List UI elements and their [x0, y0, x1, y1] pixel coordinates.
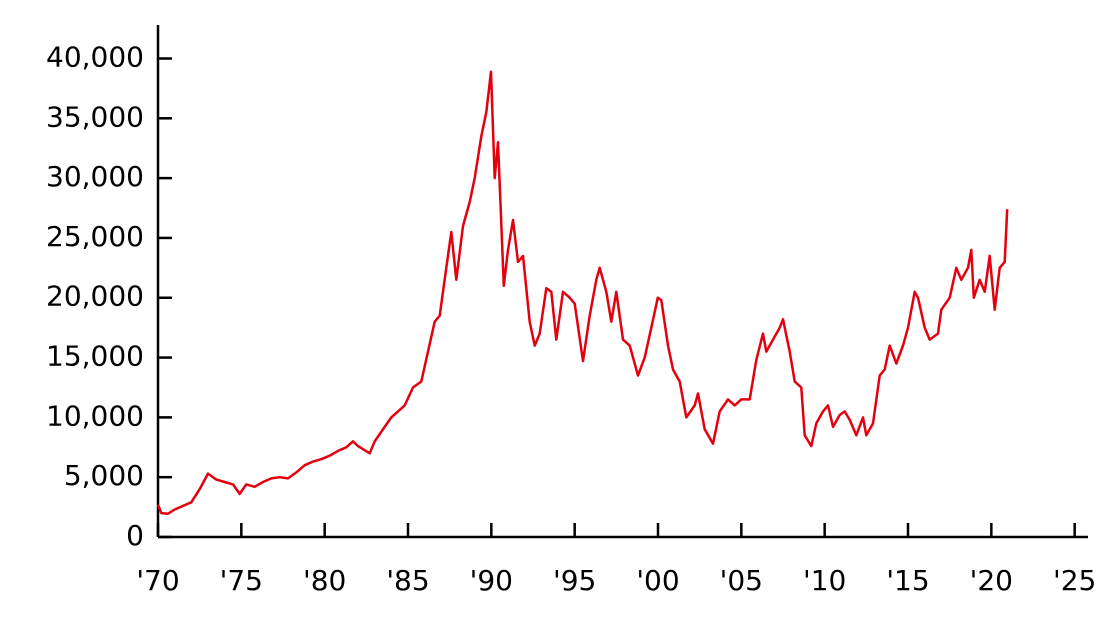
y-tick-label: 20,000: [46, 280, 144, 313]
x-tick-label: '20: [970, 564, 1013, 597]
x-tick-label: '00: [636, 564, 679, 597]
x-tick-label: '25: [1053, 564, 1096, 597]
x-tick-label: '95: [553, 564, 596, 597]
x-tick-label: '85: [386, 564, 429, 597]
x-tick-label: '80: [303, 564, 346, 597]
x-tick-label: '05: [720, 564, 763, 597]
y-tick-label: 35,000: [46, 100, 144, 133]
y-tick-label: 25,000: [46, 220, 144, 253]
y-tick-label: 15,000: [46, 340, 144, 373]
y-tick-label: 40,000: [46, 40, 144, 73]
x-tick-label: '15: [886, 564, 929, 597]
y-tick-label: 30,000: [46, 160, 144, 193]
x-tick-label: '10: [803, 564, 846, 597]
y-tick-label: 10,000: [46, 399, 144, 432]
line-series: [156, 70, 1009, 515]
x-tick-label: '70: [136, 564, 179, 597]
x-tick-label: '75: [220, 564, 263, 597]
y-tick-label: 5,000: [64, 459, 144, 492]
y-tick-label: 0: [126, 519, 144, 552]
x-tick-label: '90: [470, 564, 513, 597]
